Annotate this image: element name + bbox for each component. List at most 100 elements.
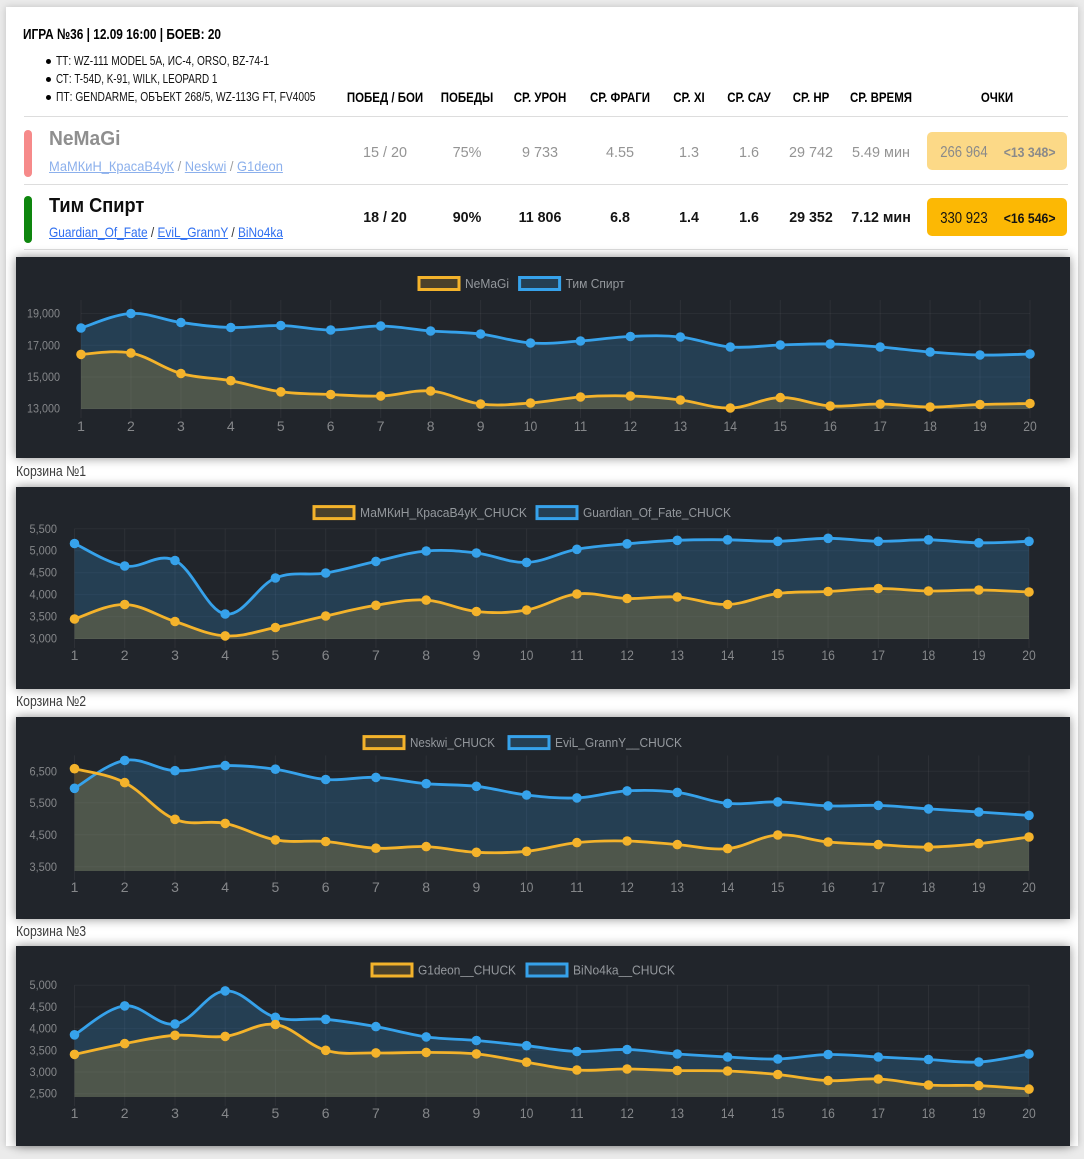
svg-text:3,500: 3,500	[30, 1043, 58, 1057]
svg-text:4,500: 4,500	[30, 828, 58, 842]
svg-text:17,000: 17,000	[27, 338, 60, 352]
svg-text:20: 20	[1022, 647, 1036, 663]
svg-text:6: 6	[322, 1105, 330, 1121]
svg-text:16: 16	[821, 647, 835, 663]
svg-text:Тим Спирт: Тим Спирт	[566, 277, 625, 291]
svg-text:20: 20	[1022, 879, 1036, 895]
svg-text:7: 7	[372, 1105, 380, 1121]
svg-text:14: 14	[721, 879, 735, 895]
svg-text:11: 11	[570, 647, 584, 663]
svg-text:6: 6	[322, 879, 330, 895]
svg-text:2: 2	[121, 647, 129, 663]
svg-text:4,000: 4,000	[30, 588, 58, 602]
svg-text:4,000: 4,000	[30, 1022, 58, 1036]
svg-text:1: 1	[71, 647, 79, 663]
svg-text:5: 5	[277, 418, 285, 434]
svg-text:3,000: 3,000	[30, 1065, 58, 1079]
svg-text:12: 12	[620, 1105, 634, 1121]
svg-text:11: 11	[570, 1105, 584, 1121]
svg-text:18: 18	[923, 418, 937, 434]
svg-text:19: 19	[972, 647, 986, 663]
svg-text:8: 8	[422, 647, 430, 663]
svg-text:5,000: 5,000	[30, 978, 58, 992]
svg-text:11: 11	[574, 418, 588, 434]
svg-text:4,500: 4,500	[30, 566, 58, 580]
svg-text:3: 3	[171, 879, 179, 895]
svg-text:18: 18	[922, 879, 936, 895]
svg-text:15: 15	[774, 418, 788, 434]
svg-text:2,500: 2,500	[30, 1087, 58, 1101]
svg-text:G1deon__CHUCK: G1deon__CHUCK	[418, 964, 517, 978]
svg-text:МаМКиН_КрасаВ4уК_CHUCK: МаМКиН_КрасаВ4уК_CHUCK	[360, 506, 528, 520]
svg-text:8: 8	[422, 879, 430, 895]
svg-text:2: 2	[121, 879, 129, 895]
svg-text:4: 4	[221, 647, 229, 663]
svg-text:2: 2	[121, 1105, 129, 1121]
svg-text:EviL_GrannY__CHUCK: EviL_GrannY__CHUCK	[555, 736, 683, 750]
svg-text:15: 15	[771, 879, 785, 895]
svg-text:12: 12	[620, 879, 634, 895]
svg-text:14: 14	[721, 1105, 735, 1121]
svg-text:13,000: 13,000	[27, 402, 60, 416]
svg-text:9: 9	[473, 1105, 481, 1121]
svg-text:13: 13	[671, 1105, 685, 1121]
svg-text:19: 19	[973, 418, 987, 434]
svg-text:13: 13	[671, 647, 685, 663]
svg-text:16: 16	[821, 1105, 835, 1121]
svg-text:12: 12	[624, 418, 638, 434]
svg-text:11: 11	[570, 879, 584, 895]
svg-text:8: 8	[427, 418, 435, 434]
svg-text:20: 20	[1023, 418, 1037, 434]
svg-text:1: 1	[77, 418, 85, 434]
svg-text:10: 10	[524, 418, 538, 434]
svg-text:BiNo4ka__CHUCK: BiNo4ka__CHUCK	[573, 964, 676, 978]
svg-text:7: 7	[377, 418, 385, 434]
svg-text:Neskwi_CHUCK: Neskwi_CHUCK	[410, 736, 496, 750]
svg-text:3: 3	[177, 418, 185, 434]
svg-text:3: 3	[171, 647, 179, 663]
svg-text:17: 17	[872, 879, 886, 895]
svg-text:NeMaGi: NeMaGi	[465, 277, 509, 291]
svg-text:18: 18	[922, 1105, 936, 1121]
svg-text:7: 7	[372, 879, 380, 895]
svg-text:9: 9	[477, 418, 485, 434]
svg-text:9: 9	[473, 647, 481, 663]
svg-text:15,000: 15,000	[27, 370, 60, 384]
svg-text:3,500: 3,500	[30, 860, 58, 874]
svg-text:3,500: 3,500	[30, 610, 58, 624]
svg-text:4,500: 4,500	[30, 1000, 58, 1014]
svg-text:1: 1	[71, 879, 79, 895]
svg-text:10: 10	[520, 1105, 534, 1121]
svg-text:12: 12	[620, 647, 634, 663]
svg-text:15: 15	[771, 647, 785, 663]
svg-text:6,500: 6,500	[30, 764, 58, 778]
svg-text:19: 19	[972, 1105, 986, 1121]
svg-text:4: 4	[227, 418, 235, 434]
svg-text:19: 19	[972, 879, 986, 895]
svg-text:6: 6	[327, 418, 335, 434]
svg-text:7: 7	[372, 647, 380, 663]
svg-text:2: 2	[127, 418, 135, 434]
svg-text:17: 17	[872, 1105, 886, 1121]
svg-text:8: 8	[422, 1105, 430, 1121]
svg-text:5,500: 5,500	[30, 796, 58, 810]
svg-text:4: 4	[221, 1105, 229, 1121]
svg-text:3: 3	[171, 1105, 179, 1121]
svg-text:17: 17	[873, 418, 887, 434]
svg-text:16: 16	[823, 418, 837, 434]
svg-text:1: 1	[71, 1105, 79, 1121]
svg-text:13: 13	[671, 879, 685, 895]
svg-text:20: 20	[1022, 1105, 1036, 1121]
svg-text:5,000: 5,000	[30, 544, 58, 558]
svg-text:16: 16	[821, 879, 835, 895]
svg-text:18: 18	[922, 647, 936, 663]
svg-text:5: 5	[272, 879, 280, 895]
svg-text:17: 17	[872, 647, 886, 663]
svg-text:14: 14	[724, 418, 738, 434]
svg-text:5: 5	[272, 1105, 280, 1121]
svg-text:14: 14	[721, 647, 735, 663]
svg-text:5: 5	[272, 647, 280, 663]
svg-text:10: 10	[520, 879, 534, 895]
svg-text:13: 13	[674, 418, 688, 434]
svg-text:19,000: 19,000	[27, 307, 60, 321]
